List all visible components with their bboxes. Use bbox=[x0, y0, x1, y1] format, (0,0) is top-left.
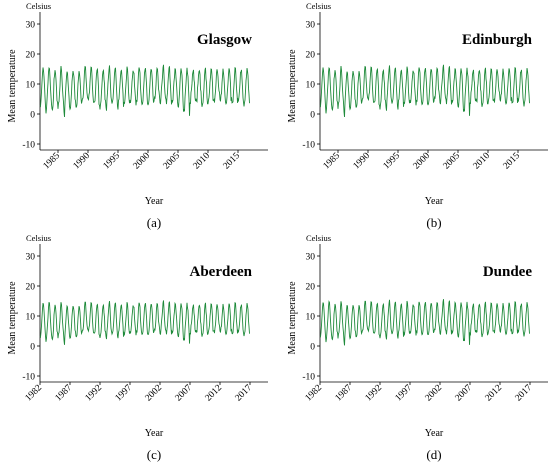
temperature-series-line bbox=[39, 300, 250, 345]
x-tick-label: 1997 bbox=[394, 383, 415, 404]
x-tick-label: 2012 bbox=[204, 383, 225, 404]
y-tick-label: 30 bbox=[306, 253, 316, 263]
x-tick-label: 1987 bbox=[54, 383, 75, 404]
y-tick-label: 20 bbox=[26, 283, 36, 293]
unit-label: Celsius bbox=[26, 1, 51, 11]
x-tick-label: 2005 bbox=[162, 151, 183, 172]
y-tick-label: 10 bbox=[26, 313, 36, 323]
y-tick-label: 20 bbox=[306, 283, 316, 293]
y-tick-label: 30 bbox=[26, 253, 36, 263]
x-axis-label: Year bbox=[145, 196, 164, 207]
y-tick-label: -10 bbox=[302, 141, 315, 151]
city-label: Glasgow bbox=[197, 32, 252, 48]
x-tick-label: 2002 bbox=[424, 383, 445, 404]
x-axis-label: Year bbox=[425, 428, 444, 439]
y-tick-label: 0 bbox=[30, 111, 35, 121]
x-tick-label: 2010 bbox=[192, 151, 213, 172]
x-tick-label: 1992 bbox=[84, 383, 105, 404]
x-tick-label: 2000 bbox=[412, 151, 433, 172]
unit-label: Celsius bbox=[306, 233, 331, 243]
x-tick-label: 1985 bbox=[42, 151, 63, 172]
y-tick-label: 10 bbox=[306, 81, 316, 91]
city-label: Aberdeen bbox=[190, 264, 253, 280]
y-tick-label: 30 bbox=[306, 21, 316, 31]
x-tick-label: 1982 bbox=[304, 383, 325, 404]
x-tick-label: 2000 bbox=[132, 151, 153, 172]
x-tick-label: 1995 bbox=[102, 151, 123, 172]
x-tick-label: 2012 bbox=[484, 383, 505, 404]
x-tick-label: 2007 bbox=[454, 383, 475, 404]
y-tick-label: 0 bbox=[30, 343, 35, 353]
x-tick-label: 2017 bbox=[234, 383, 255, 404]
temperature-series-line bbox=[39, 64, 250, 118]
y-axis-label: Mean temperature bbox=[7, 281, 18, 355]
x-axis-label: Year bbox=[425, 196, 444, 207]
x-tick-label: 2005 bbox=[442, 151, 463, 172]
city-label: Dundee bbox=[483, 264, 533, 280]
panel-caption: (a) bbox=[147, 215, 161, 230]
panel-caption: (c) bbox=[147, 447, 161, 462]
x-tick-label: 1995 bbox=[382, 151, 403, 172]
y-tick-label: 10 bbox=[26, 81, 36, 91]
unit-label: Celsius bbox=[306, 1, 331, 11]
y-axis-label: Mean temperature bbox=[7, 49, 18, 123]
x-tick-label: 2015 bbox=[502, 151, 523, 172]
y-tick-label: -10 bbox=[22, 141, 35, 151]
temperature-series-line bbox=[319, 299, 530, 346]
y-tick-label: 0 bbox=[310, 111, 315, 121]
x-tick-label: 2002 bbox=[144, 383, 165, 404]
y-tick-label: 10 bbox=[306, 313, 316, 323]
x-tick-label: 1997 bbox=[114, 383, 135, 404]
x-tick-label: 1985 bbox=[322, 151, 343, 172]
unit-label: Celsius bbox=[26, 233, 51, 243]
panel-caption: (b) bbox=[426, 215, 441, 230]
y-tick-label: -10 bbox=[22, 373, 35, 383]
x-axis-label: Year bbox=[145, 428, 164, 439]
y-tick-label: -10 bbox=[302, 373, 315, 383]
x-tick-label: 1990 bbox=[352, 151, 373, 172]
temperature-series-line bbox=[319, 64, 530, 118]
y-tick-label: 0 bbox=[310, 343, 315, 353]
y-axis-label: Mean temperature bbox=[287, 281, 298, 355]
x-tick-label: 2007 bbox=[174, 383, 195, 404]
x-tick-label: 1982 bbox=[24, 383, 45, 404]
city-label: Edinburgh bbox=[462, 32, 533, 48]
y-tick-label: 20 bbox=[26, 51, 36, 61]
x-tick-label: 2017 bbox=[514, 383, 535, 404]
y-tick-label: 30 bbox=[26, 21, 36, 31]
x-tick-label: 1987 bbox=[334, 383, 355, 404]
y-tick-label: 20 bbox=[306, 51, 316, 61]
y-axis-label: Mean temperature bbox=[287, 49, 298, 123]
x-tick-label: 2015 bbox=[222, 151, 243, 172]
x-tick-label: 1990 bbox=[72, 151, 93, 172]
panel-caption: (d) bbox=[426, 447, 441, 462]
x-tick-label: 1992 bbox=[364, 383, 385, 404]
x-tick-label: 2010 bbox=[472, 151, 493, 172]
